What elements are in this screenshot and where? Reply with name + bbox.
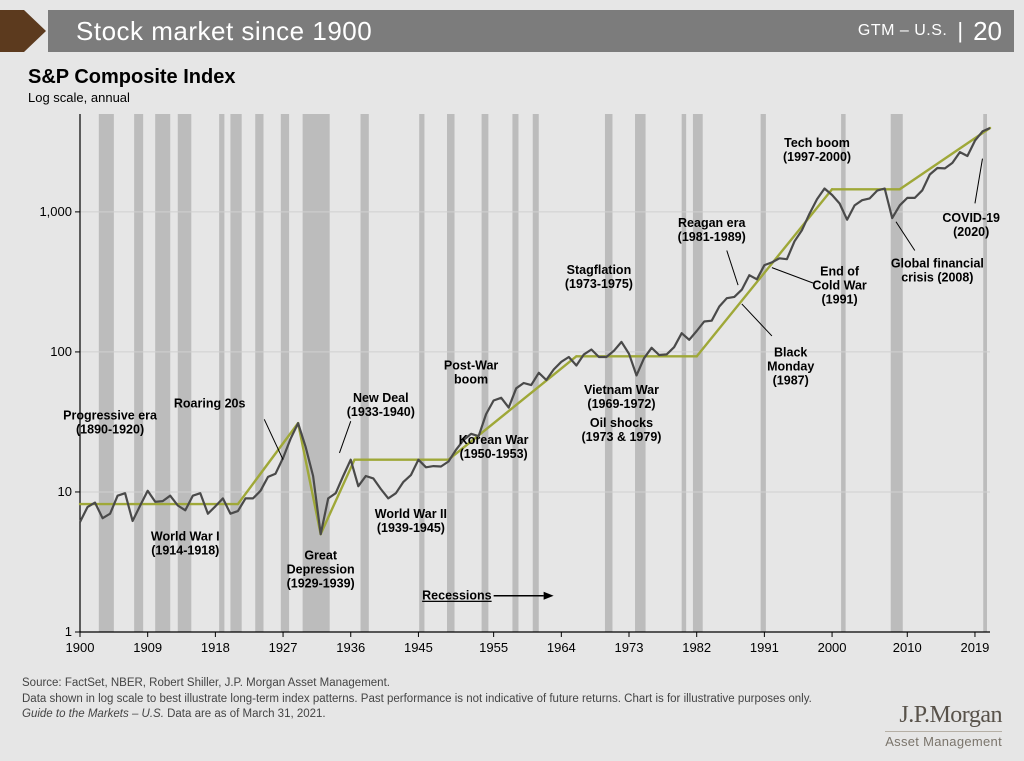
svg-text:100: 100 <box>50 344 72 359</box>
svg-text:Global financial: Global financial <box>891 257 984 271</box>
logo-sub: Asset Management <box>885 731 1002 749</box>
svg-text:(1890-1920): (1890-1920) <box>76 422 144 436</box>
logo-main: J.P.Morgan <box>885 702 1002 729</box>
slide-page: Stock market since 1900 GTM – U.S. | 20 … <box>0 0 1024 761</box>
svg-text:(1929-1939): (1929-1939) <box>287 576 355 590</box>
svg-text:World War I: World War I <box>151 530 220 544</box>
svg-text:(2020): (2020) <box>953 225 989 239</box>
footer-line3: Guide to the Markets – U.S. Data are as … <box>22 707 1002 723</box>
svg-text:Great: Great <box>304 548 337 562</box>
svg-text:Black: Black <box>774 345 807 359</box>
footer-line1: Source: FactSet, NBER, Robert Shiller, J… <box>22 676 1002 692</box>
svg-text:Roaring 20s: Roaring 20s <box>174 397 246 411</box>
svg-text:Vietnam War: Vietnam War <box>584 383 659 397</box>
svg-text:(1939-1945): (1939-1945) <box>377 521 445 535</box>
chart-card: S&P Composite Index Log scale, annual 11… <box>10 58 1014 670</box>
header-arrow-icon <box>0 10 48 52</box>
svg-text:End of: End of <box>820 265 860 279</box>
svg-text:2019: 2019 <box>960 640 989 655</box>
svg-text:World War II: World War II <box>375 507 447 521</box>
header-title: Stock market since 1900 <box>48 16 858 47</box>
svg-text:Oil shocks: Oil shocks <box>590 416 653 430</box>
svg-text:Progressive era: Progressive era <box>63 408 158 422</box>
svg-text:1918: 1918 <box>201 640 230 655</box>
svg-text:Stagflation: Stagflation <box>567 263 632 277</box>
svg-text:10: 10 <box>58 484 72 499</box>
header-bar: Stock market since 1900 GTM – U.S. | 20 <box>48 10 1014 52</box>
svg-text:crisis (2008): crisis (2008) <box>901 271 973 285</box>
svg-text:1955: 1955 <box>479 640 508 655</box>
svg-text:(1933-1940): (1933-1940) <box>347 405 415 419</box>
jpmorgan-logo: J.P.Morgan Asset Management <box>885 702 1002 749</box>
svg-text:Reagan era: Reagan era <box>678 216 746 230</box>
sp-composite-chart: 1 10 100 1,000 1900 1909 1918 1927 1936 1945 1955 1… <box>28 106 1000 666</box>
svg-text:(1991): (1991) <box>822 293 858 307</box>
svg-text:1936: 1936 <box>336 640 365 655</box>
chart-subtitle: Log scale, annual <box>28 90 130 105</box>
svg-text:(1987): (1987) <box>773 373 809 387</box>
svg-text:Depression: Depression <box>287 562 355 576</box>
header-page-number: 20 <box>973 16 1002 47</box>
svg-text:(1981-1989): (1981-1989) <box>678 230 746 244</box>
svg-text:(1997-2000): (1997-2000) <box>783 150 851 164</box>
svg-text:1973: 1973 <box>615 640 644 655</box>
svg-text:Post-War: Post-War <box>444 358 499 372</box>
footer-notes: Source: FactSet, NBER, Robert Shiller, J… <box>22 676 1002 723</box>
svg-text:COVID-19: COVID-19 <box>942 211 1000 225</box>
svg-text:1909: 1909 <box>133 640 162 655</box>
svg-text:1991: 1991 <box>750 640 779 655</box>
svg-text:2000: 2000 <box>818 640 847 655</box>
svg-text:(1950-1953): (1950-1953) <box>460 447 528 461</box>
svg-text:Cold War: Cold War <box>812 279 867 293</box>
svg-text:1: 1 <box>65 624 72 639</box>
header-gtm-label: GTM – U.S. <box>858 22 947 40</box>
svg-text:2010: 2010 <box>893 640 922 655</box>
svg-text:(1969-1972): (1969-1972) <box>587 397 655 411</box>
svg-text:New Deal: New Deal <box>353 391 409 405</box>
svg-text:Recessions: Recessions <box>422 589 492 603</box>
svg-text:Monday: Monday <box>767 359 814 373</box>
svg-text:1964: 1964 <box>547 640 576 655</box>
svg-text:1,000: 1,000 <box>39 204 72 219</box>
svg-text:boom: boom <box>454 372 488 386</box>
svg-text:1900: 1900 <box>66 640 95 655</box>
svg-text:(1973-1975): (1973-1975) <box>565 277 633 291</box>
footer-line2: Data shown in log scale to best illustra… <box>22 692 1002 708</box>
svg-text:1927: 1927 <box>269 640 298 655</box>
svg-text:(1914-1918): (1914-1918) <box>151 544 219 558</box>
svg-text:(1973 & 1979): (1973 & 1979) <box>582 430 662 444</box>
svg-text:Tech boom: Tech boom <box>784 136 850 150</box>
svg-text:1982: 1982 <box>682 640 711 655</box>
chart-title: S&P Composite Index <box>28 66 235 89</box>
header-separator: | <box>957 18 963 44</box>
svg-text:1945: 1945 <box>404 640 433 655</box>
svg-text:Korean War: Korean War <box>459 433 529 447</box>
